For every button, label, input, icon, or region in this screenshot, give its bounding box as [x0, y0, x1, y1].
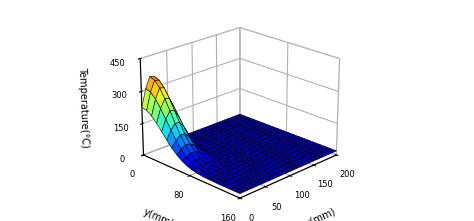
X-axis label: x(mm): x(mm) — [304, 206, 338, 221]
Y-axis label: y(mm): y(mm) — [142, 206, 176, 221]
